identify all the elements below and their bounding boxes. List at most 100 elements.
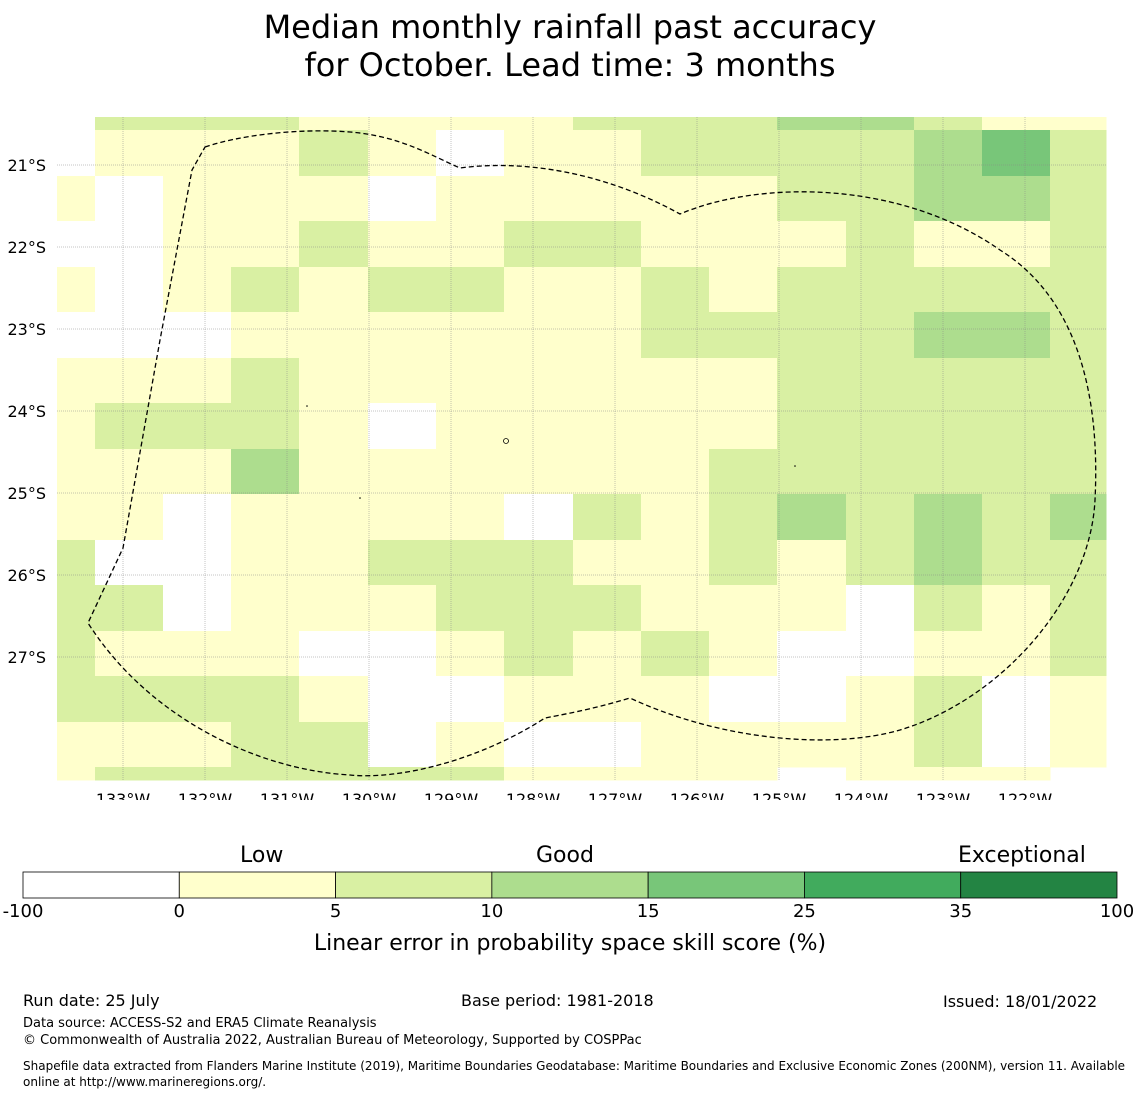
grid-cell	[95, 676, 164, 723]
grid-cell	[368, 767, 437, 781]
grid-cell	[504, 449, 574, 495]
grid-cell	[914, 449, 983, 495]
grid-cell	[95, 130, 164, 177]
grid-cell	[777, 540, 847, 586]
grid-cell	[982, 449, 1051, 495]
grid-cell	[504, 403, 574, 450]
grid-cell	[709, 631, 778, 677]
grid-cell	[573, 767, 642, 781]
grid-cell	[436, 176, 505, 222]
grid-cell	[231, 767, 300, 781]
grid-cell	[1050, 176, 1107, 222]
issued-date: Issued: 18/01/2022	[943, 992, 1098, 1011]
grid-cell	[573, 221, 642, 268]
grid-cell	[57, 540, 96, 586]
grid-cell	[504, 267, 574, 313]
grid-cell	[57, 358, 96, 404]
grid-cell	[982, 267, 1051, 313]
grid-cell	[95, 722, 164, 768]
grid-cell	[504, 585, 574, 632]
graticule	[57, 117, 1106, 780]
grid-cell	[231, 494, 300, 541]
grid-cell	[709, 494, 778, 541]
grid-cell	[299, 585, 369, 632]
grid-cell	[163, 221, 232, 268]
grid-cell	[914, 130, 983, 177]
grid-cell	[573, 267, 642, 313]
grid-cell	[163, 767, 232, 781]
grid-cell	[709, 358, 778, 404]
shapefile-credit: Shapefile data extracted from Flanders M…	[23, 1059, 1126, 1089]
grid-cell	[504, 176, 574, 222]
grid-cell	[231, 585, 300, 632]
grid-cell	[95, 585, 164, 632]
grid-cell	[163, 130, 232, 177]
grid-cell	[982, 631, 1051, 677]
grid-cell	[777, 494, 847, 541]
longitude-label: 127°W	[588, 790, 643, 800]
latitude-label: 27°S	[7, 648, 46, 667]
longitude-label: 133°W	[96, 790, 151, 800]
grid-cell	[163, 494, 232, 541]
grid-cell	[709, 312, 778, 359]
grid-cell	[573, 358, 642, 404]
colorbar-tick-label: -100	[2, 901, 44, 922]
grid-cell	[504, 631, 574, 677]
grid-cell	[573, 540, 642, 586]
grid-cell	[641, 117, 710, 131]
grid-cell	[709, 767, 778, 781]
grid-cell	[846, 449, 915, 495]
grid-cell	[641, 585, 710, 632]
latitude-label: 26°S	[7, 566, 46, 585]
grid-cell	[1050, 540, 1107, 586]
grid-cell	[641, 449, 710, 495]
grid-cell	[982, 494, 1051, 541]
grid-cell	[95, 358, 164, 404]
grid-cell	[846, 676, 915, 723]
grid-cell	[641, 494, 710, 541]
colorbar-tick-label: 25	[792, 901, 816, 922]
grid-cell	[368, 117, 437, 131]
grid-cell	[368, 676, 437, 723]
grid-cell	[299, 676, 369, 723]
longitude-label: 123°W	[916, 790, 971, 800]
grid-cell	[846, 540, 915, 586]
grid-cell	[709, 540, 778, 586]
grid-cell	[846, 267, 915, 313]
colorbar-bin	[335, 871, 493, 899]
colorbar-bin	[22, 871, 180, 899]
grid-cell	[436, 540, 505, 586]
grid-cell	[368, 221, 437, 268]
grid-cell	[368, 631, 437, 677]
grid-cell	[436, 585, 505, 632]
grid-cell	[914, 221, 983, 268]
grid-cell	[231, 221, 300, 268]
grid-cell	[436, 449, 505, 495]
grid-cell	[777, 449, 847, 495]
grid-cell	[95, 767, 164, 781]
grid-cell	[846, 631, 915, 677]
grid-cell	[846, 312, 915, 359]
grid-cell	[641, 540, 710, 586]
copyright: © Commonwealth of Australia 2022, Austra…	[23, 1033, 642, 1048]
grid-cell	[163, 312, 232, 359]
grid-cell	[57, 176, 96, 222]
latitude-label: 25°S	[7, 484, 46, 503]
grid-cell	[709, 117, 778, 131]
grid-cell	[777, 176, 847, 222]
latitude-labels: 21°S 22°S 23°S 24°S 25°S 26°S 27°S	[7, 156, 46, 667]
grid-cell	[368, 267, 437, 313]
grid-cell	[436, 358, 505, 404]
grid-cell	[231, 676, 300, 723]
grid-cell	[1050, 130, 1107, 177]
grid-cell	[57, 676, 96, 723]
grid-cell	[436, 494, 505, 541]
grid-cell	[914, 722, 983, 768]
grid-cell	[982, 722, 1051, 768]
grid-cell	[641, 722, 710, 768]
colorbar-tick-label: 10	[480, 901, 504, 922]
colorbar-bin	[804, 871, 962, 899]
colorbar-bin	[178, 871, 336, 899]
grid-cell	[846, 221, 915, 268]
grid-cell	[504, 676, 574, 723]
